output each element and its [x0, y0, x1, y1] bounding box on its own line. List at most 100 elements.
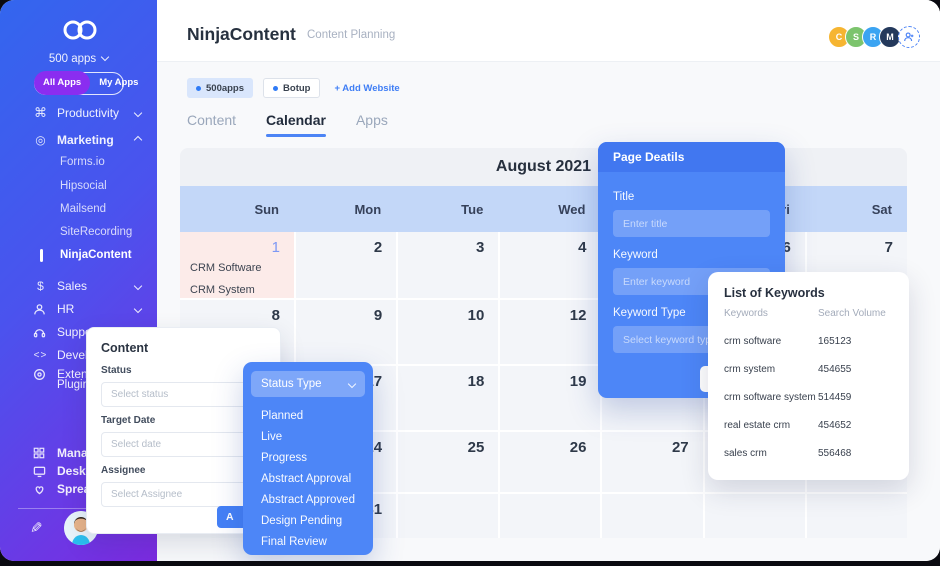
tabs: Content Calendar Apps: [187, 112, 418, 137]
assignee-select[interactable]: [101, 482, 267, 507]
keywords-panel: List of Keywords Keywords Search Volume …: [708, 272, 909, 480]
chevron-down-icon: [100, 52, 110, 62]
tab-content[interactable]: Content: [187, 112, 237, 128]
sidebar-item-label: Productivity: [57, 106, 120, 120]
day-number: 25: [467, 439, 485, 456]
day-header: Mon: [354, 201, 382, 217]
chevron-up-icon: [133, 135, 143, 145]
volume-cell: 514459: [818, 392, 852, 403]
tab-calendar[interactable]: Calendar: [266, 112, 326, 137]
day-number: 12: [569, 307, 587, 324]
chip-500apps[interactable]: 500apps: [187, 78, 254, 98]
column-search-volume: Search Volume: [818, 308, 886, 319]
calendar-cell[interactable]: [398, 494, 499, 538]
sidebar-item-label: Sales: [57, 279, 88, 293]
blue-dot-icon: [196, 85, 201, 91]
add-website-link[interactable]: + Add Website: [334, 82, 400, 94]
status-select[interactable]: [101, 382, 267, 407]
calendar-cell[interactable]: 25: [398, 432, 499, 492]
calendar-event[interactable]: CRM System: [190, 284, 255, 296]
calendar-cell[interactable]: 18: [398, 366, 499, 430]
keyword-cell: crm system: [724, 364, 776, 375]
apps-toggle: All Apps My Apps: [34, 71, 138, 95]
volume-cell: 454655: [818, 364, 852, 375]
tab-apps[interactable]: Apps: [355, 112, 388, 128]
target-date-select[interactable]: [101, 432, 267, 457]
grid-icon: [33, 447, 48, 459]
target-icon: ◎: [35, 133, 46, 147]
invite-user-button[interactable]: [898, 26, 920, 48]
sidebar-item-hr[interactable]: HR: [33, 301, 143, 317]
status-type-dropdown: Status Type Planned Live Progress Abstra…: [243, 362, 373, 555]
day-header: Tue: [461, 201, 484, 217]
modal-title: Page Deatils: [598, 142, 785, 172]
avatar-stack: C S R M: [828, 26, 920, 48]
chip-label: 500apps: [206, 82, 245, 94]
field-label: Status: [101, 365, 132, 376]
calendar-cell[interactable]: 3: [398, 232, 499, 298]
status-option-live[interactable]: Live: [261, 430, 283, 443]
sidebar-item-sales[interactable]: $ Sales: [33, 278, 143, 294]
day-header: Sun: [254, 201, 279, 217]
status-option-abstract-approval[interactable]: Abstract Approval: [261, 472, 352, 485]
sidebar-item-productivity[interactable]: ⌘ Productivity: [33, 105, 143, 121]
active-item-indicator: [40, 249, 43, 262]
sidebar-item-ninjacontent[interactable]: NinjaContent: [60, 249, 132, 261]
calendar-cell[interactable]: 12: [500, 300, 601, 364]
sidebar-item-marketing[interactable]: ◎ Marketing: [33, 132, 143, 148]
sidebar-item-hipsocial[interactable]: Hipsocial: [60, 180, 107, 192]
status-option-progress[interactable]: Progress: [261, 451, 308, 464]
status-option-design-pending[interactable]: Design Pending: [261, 514, 343, 527]
field-label: Title: [613, 191, 635, 203]
calendar-cell[interactable]: 2: [296, 232, 397, 298]
headset-icon: [33, 326, 48, 339]
sidebar-item-label: HR: [57, 302, 75, 316]
person-icon: [33, 303, 48, 316]
toggle-all-apps[interactable]: All Apps: [34, 71, 91, 95]
title-input[interactable]: [613, 210, 770, 237]
calendar-event[interactable]: CRM Software: [190, 262, 262, 274]
sidebar-item-mailsend[interactable]: Mailsend: [60, 203, 107, 215]
calendar-cell[interactable]: [704, 494, 805, 538]
chip-botup[interactable]: Botup: [263, 78, 321, 98]
calendar-cell[interactable]: 19: [500, 366, 601, 430]
chevron-down-icon: [133, 304, 143, 314]
status-option-planned[interactable]: Planned: [261, 409, 304, 422]
table-header: Keywords Search Volume: [708, 308, 909, 319]
page-subtitle: Content Planning: [307, 29, 396, 41]
toggle-my-apps[interactable]: My Apps: [99, 77, 139, 88]
status-option-final-review[interactable]: Final Review: [261, 535, 327, 548]
keyword-cell: crm software: [724, 336, 782, 347]
infinity-logo-icon: [60, 17, 100, 43]
keyword-cell: sales crm: [724, 448, 767, 459]
day-number: 18: [467, 373, 485, 390]
calendar-cell-aug1[interactable]: 1 CRM Software CRM System: [180, 232, 294, 298]
apps-count-dropdown[interactable]: 500 apps: [0, 52, 157, 65]
sidebar-item-extensions[interactable]: Extens: [33, 366, 143, 382]
code-icon: <>: [33, 349, 48, 361]
feather-pen-icon[interactable]: ✎: [30, 520, 43, 537]
calendar-cell[interactable]: 10: [398, 300, 499, 364]
field-label: Target Date: [101, 415, 156, 426]
status-type-dropdown-header[interactable]: Status Type: [251, 371, 365, 397]
sidebar-item-siterecording[interactable]: SiteRecording: [60, 226, 133, 238]
sidebar-item-manage[interactable]: Manag: [33, 445, 143, 461]
sidebar-item-formsio[interactable]: Forms.io: [60, 156, 105, 168]
sidebar-divider: [18, 508, 139, 509]
field-label: Assignee: [101, 465, 146, 476]
calendar-cell[interactable]: [602, 494, 703, 538]
apps-count-label: 500 apps: [48, 53, 97, 65]
sidebar-item-develop[interactable]: <> Develo: [33, 347, 143, 363]
chip-label: Botup: [283, 82, 311, 94]
calendar-cell[interactable]: 9: [296, 300, 397, 364]
add-person-icon: [904, 32, 914, 41]
calendar-cell[interactable]: 27: [602, 432, 703, 492]
panel-title: List of Keywords: [724, 286, 825, 300]
calendar-cell[interactable]: 4: [500, 232, 601, 298]
blue-dot-icon: [273, 85, 279, 91]
calendar-cell[interactable]: 26: [500, 432, 601, 492]
calendar-cell[interactable]: [500, 494, 601, 538]
status-option-abstract-approved[interactable]: Abstract Approved: [261, 493, 355, 506]
calendar-cell[interactable]: [806, 494, 907, 538]
sidebar-item-label: Marketing: [57, 133, 114, 147]
